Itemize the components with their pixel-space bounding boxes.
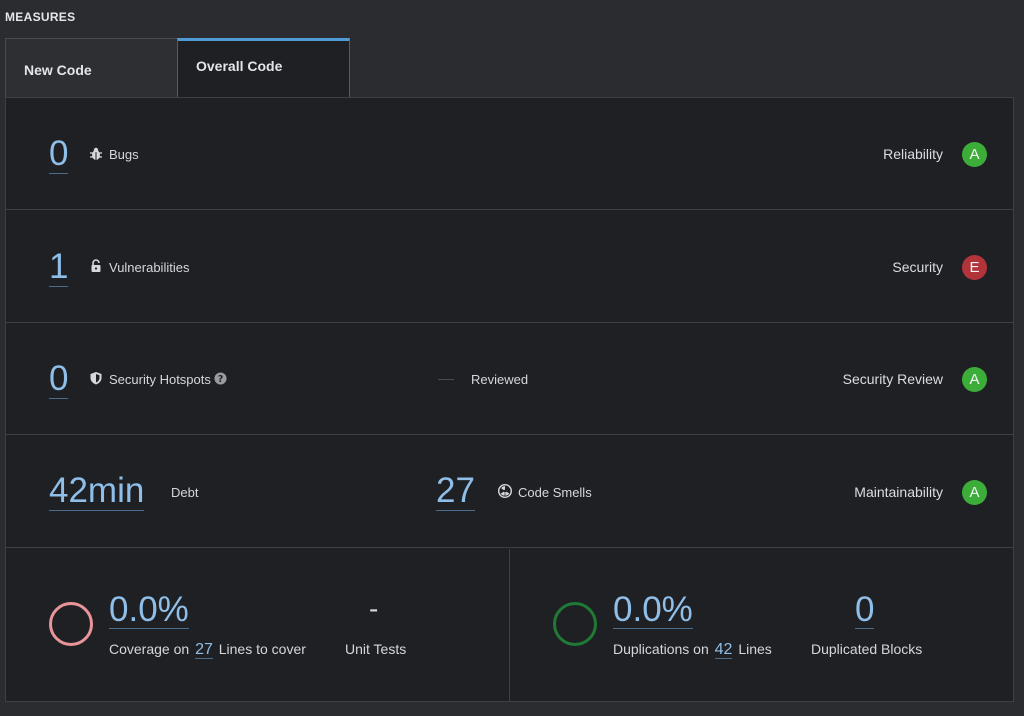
shield-icon [90,372,102,385]
bug-icon [90,147,102,160]
duplications-value-link[interactable]: 0.0% [613,590,693,629]
column-divider [509,549,510,701]
tab-new-code[interactable]: New Code [5,38,178,98]
bugs-label: Bugs [109,147,139,162]
unit-tests-label: Unit Tests [345,641,407,657]
security-rating-badge[interactable]: E [962,255,987,280]
coverage-value-link[interactable]: 0.0% [109,590,189,629]
duplications-lines-text: Duplications on 42 Lines [613,641,772,659]
reliability-label: Reliability [883,146,943,162]
code-smells-count-link[interactable]: 27 [436,471,475,511]
code-smells-label: Code Smells [518,485,592,500]
hotspots-count-link[interactable]: 0 [49,359,69,399]
duplications-ring-icon[interactable] [553,602,597,646]
duplicated-blocks-label: Duplicated Blocks [811,641,923,657]
debt-value-link[interactable]: 42min [49,471,145,511]
vulnerabilities-row: 1 Vulnerabilities Security E [6,211,1013,323]
debt-label: Debt [171,485,199,500]
coverage-duplications-row: 0.0% Coverage on 27 Lines to cover - Uni… [6,549,1013,701]
vulnerabilities-count-link[interactable]: 1 [49,247,69,287]
measures-panel: 0 Bugs Reliability A 1 Vulnerabilities S… [5,97,1014,702]
coverage-lines-text: Coverage on 27 Lines to cover [109,641,306,659]
tab-overall-code[interactable]: Overall Code [177,38,350,98]
maintainability-row: 42min Debt 27 Code Smells Maintainabilit… [6,436,1013,548]
security-label: Security [892,259,943,275]
svg-text:?: ? [218,374,223,385]
bugs-count-link[interactable]: 0 [49,134,69,174]
help-icon[interactable]: ? [214,372,227,385]
reviewed-label: Reviewed [471,372,529,387]
code-smell-icon [498,484,512,498]
section-title: MEASURES [5,10,76,24]
hotspots-label: Security Hotspots [109,372,211,387]
unlock-icon [91,259,101,272]
reviewed-empty-indicator [438,379,454,380]
coverage-ring-icon[interactable] [49,602,93,646]
security-review-rating-badge[interactable]: A [962,367,987,392]
unit-tests-value: - [369,593,379,624]
duplicated-lines-link[interactable]: 42 [714,641,733,659]
maintainability-label: Maintainability [854,484,943,500]
maintainability-rating-badge[interactable]: A [962,480,987,505]
duplicated-blocks-link[interactable]: 0 [855,590,875,629]
bugs-row: 0 Bugs Reliability A [6,98,1013,210]
security-hotspots-row: 0 Security Hotspots ? Reviewed Security … [6,323,1013,435]
reliability-rating-badge[interactable]: A [962,142,987,167]
vulnerabilities-label: Vulnerabilities [109,260,190,275]
lines-to-cover-link[interactable]: 27 [195,641,213,659]
security-review-label: Security Review [842,371,943,387]
